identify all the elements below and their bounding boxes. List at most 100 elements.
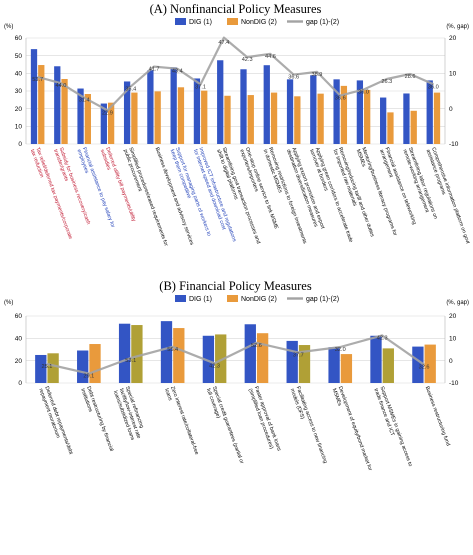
legend-label-gap: gap (1)-(2) [306,19,339,26]
data-label: 36.0 [428,84,439,90]
data-label: 37.1 [195,84,206,90]
data-label: 37.7 [293,352,304,358]
left-axis-tick-label: 40 [15,71,23,78]
category-label-line: Special credit guarantees (partial or [211,386,245,465]
gap-line [38,38,434,111]
bar-nondig [131,93,137,144]
bar-nondig [248,95,254,144]
bar-nondig [434,93,440,144]
bar-nondig [317,94,323,144]
bar-dig [147,70,153,144]
data-label: 42.3 [377,335,388,341]
right-axis-tick-label: -10 [449,141,459,148]
bar-nondig [131,325,142,383]
bar-nondig [411,111,417,144]
category-label-line: Facilitating access to new financing [295,386,328,465]
left-axis-tick-label: 50 [15,53,23,60]
data-label: 53.1 [125,358,136,364]
data-label: 25.1 [42,364,53,370]
bar-dig [240,69,246,144]
bar-dig [403,93,409,144]
left-axis-unit: (%) [4,300,13,306]
data-label: 29.1 [83,374,94,380]
right-axis-tick-label: 20 [449,313,457,320]
left-axis-tick-label: 0 [18,141,22,148]
legend: DIG (1) NonDIG (2) gap (1)-(2) [175,18,339,26]
left-axis-tick-label: 0 [18,380,22,387]
bar-nondig [341,354,352,383]
data-label: 36.6 [335,96,346,102]
category-label: Deferred debt repayments/debtrepayment m… [37,386,73,458]
legend-label-dig: DIG (1) [189,19,212,26]
left-axis-tick-label: 60 [15,35,23,42]
bar-dig [245,324,256,383]
bar-nondig [271,93,277,144]
bar-nondig [155,91,161,144]
category-label-line: Business restructuring fund [424,386,451,447]
bar-nondig [201,91,207,144]
data-label: 52.6 [251,343,262,349]
right-axis-tick-label: 0 [449,106,453,113]
bar-dig [217,60,223,144]
data-label: 35.4 [125,86,136,92]
right-axis-unit: (%, gap) [446,24,469,30]
right-axis-tick-label: 10 [449,71,457,78]
data-label: 31.4 [79,98,90,104]
category-label-line: Support MSMEs in gaining access to [379,386,414,468]
left-axis-tick-label: 20 [15,106,23,113]
bar-dig [310,75,316,144]
legend-swatch-dig [175,18,186,25]
data-label: 36.6 [288,75,299,81]
bar-dig [370,336,381,383]
data-label: 38.9 [312,72,323,78]
left-axis-unit: (%) [4,24,13,30]
category-label: Zero interest rate/collateral-freeloans [163,386,199,458]
category-label: Business restructuring fund [424,386,451,447]
bar-dig [380,98,386,144]
category-label: Development of equity/bond market forMSM… [331,386,373,474]
category-label-line: Debt restructuring by financial [85,386,114,453]
gap-line [47,335,424,373]
left-axis-tick-label: 60 [15,313,23,320]
category-label-line: Development of equity/bond market for [337,386,373,472]
legend: DIG (1)NonDIG (2)gap (1)-(2) [175,295,339,303]
data-label: 26.3 [381,79,392,85]
left-axis-tick-label: 30 [15,88,23,95]
legend-label-nondig: NonDIG (2) [241,19,277,26]
bar-nondig [387,112,393,144]
legend-label-nondig: NonDIG (2) [241,296,277,303]
data-label: 32.6 [419,365,430,371]
bar-dig [287,79,293,144]
data-label: 32.0 [335,347,346,353]
right-axis-tick-label: 0 [449,358,453,365]
right-axis-unit: (%, gap) [446,300,469,306]
right-axis-tick-label: -10 [449,380,459,387]
category-label: Support MSMEs in gaining access totrade … [373,386,414,470]
category-label: Special credit guarantees (partial orful… [205,386,245,467]
bar-nondig [257,333,268,383]
category-label: Debt restructuring by financialinstituti… [79,386,114,455]
data-label: 28.6 [405,74,416,80]
category-label: Facilitating access to new financingmode… [289,386,329,467]
category-label: Special refinancingfacility/low-interest… [112,386,148,442]
data-label: 42.3 [242,57,253,63]
right-axis-tick-label: 20 [449,35,457,42]
legend-swatch-dig [175,295,186,302]
data-label: 41.7 [149,67,160,73]
legend-swatch-nondig [227,295,238,302]
bar-dig [287,341,298,383]
left-axis-tick-label: 40 [15,336,23,343]
bar-nondig [383,348,394,383]
bar-nondig [294,96,300,144]
category-label: Faster approval of bank loans(simplified… [247,386,282,455]
bar-nondig [364,90,370,144]
data-label: 22.9 [102,110,113,116]
right-axis-tick-label: 10 [449,336,457,343]
data-label: 36.0 [358,90,369,96]
bar-dig [119,324,130,383]
bar-nondig [224,96,230,144]
bar-dig [264,65,270,144]
data-label: 44.6 [265,54,276,60]
